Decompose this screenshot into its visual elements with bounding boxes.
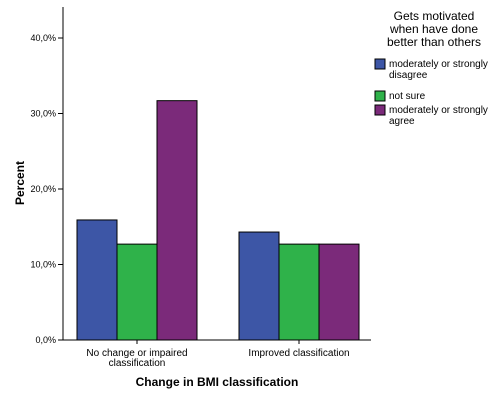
- x-category-label: Improved classification: [248, 348, 349, 359]
- y-axis-title: Percent: [13, 161, 27, 205]
- legend-label: not sure: [389, 91, 426, 102]
- legend-swatch: [374, 104, 386, 116]
- bar-series3-category2: [318, 243, 360, 341]
- legend-title: better than others: [387, 35, 481, 49]
- x-category-label: No change or impaired: [86, 348, 187, 359]
- y-tick-label: 30,0%: [30, 109, 56, 119]
- bar-series3-category1: [156, 100, 198, 341]
- legend-swatch: [374, 90, 386, 102]
- x-axis-title: Change in BMI classification: [136, 375, 299, 389]
- y-tick-label: 0,0%: [35, 335, 56, 345]
- legend-label: agree: [389, 116, 415, 127]
- legend-label: moderately or strongly: [389, 59, 488, 70]
- y-tick-label: 40,0%: [30, 33, 56, 43]
- y-tick-label: 10,0%: [30, 260, 56, 270]
- bar-series1-category2: [238, 231, 280, 341]
- bar-series1-category1: [76, 219, 118, 341]
- legend-title: Gets motivated: [394, 9, 475, 23]
- x-category-label: classification: [109, 358, 166, 369]
- legend-label: moderately or strongly: [389, 105, 488, 116]
- legend-label: disagree: [389, 70, 428, 81]
- y-tick-label: 20,0%: [30, 184, 56, 194]
- bar-series2-category1: [116, 243, 158, 341]
- legend-title: when have done: [389, 22, 478, 36]
- legend-swatch: [374, 58, 386, 70]
- bar-series2-category2: [278, 243, 320, 341]
